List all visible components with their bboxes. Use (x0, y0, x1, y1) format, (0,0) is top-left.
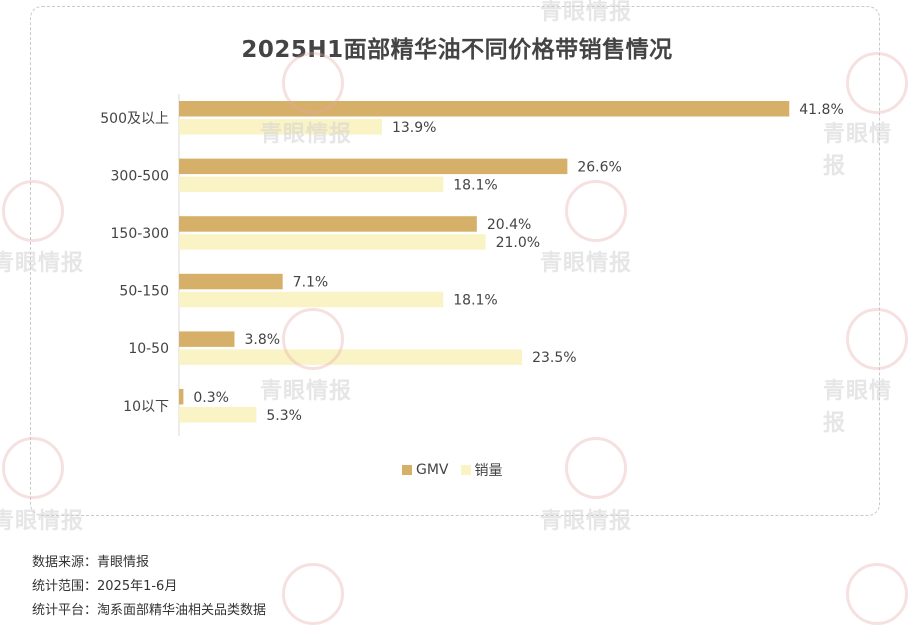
legend-item-volume: 销量 (460, 460, 503, 480)
bar-value-label: 18.1% (453, 293, 497, 309)
legend-swatch-gmv (402, 465, 412, 475)
bar-value-label: 20.4% (487, 217, 531, 233)
bar-value-label: 18.1% (453, 177, 497, 193)
bar-volume (179, 407, 257, 423)
bar-value-label: 41.8% (799, 102, 843, 118)
bar-volume (179, 349, 523, 365)
chart-title: 2025H1面部精华油不同价格带销售情况 (241, 37, 673, 63)
bar-volume (179, 176, 444, 193)
bar-value-label: 5.3% (266, 408, 302, 424)
bar-value-label: 23.5% (532, 350, 576, 366)
legend-label-gmv: GMV (416, 462, 449, 478)
legend-item-gmv: GMV (402, 462, 449, 478)
bar-volume (179, 234, 486, 250)
bar-value-label: 0.3% (193, 390, 229, 406)
source-notes: 数据来源：青眼情报 统计范围：2025年1-6月 统计平台：淘系面部精华油相关品… (32, 551, 266, 623)
category-label: 10以下 (123, 399, 169, 415)
bar-gmv (179, 158, 568, 175)
bar-value-label: 21.0% (496, 235, 540, 251)
bar-value-label: 7.1% (293, 275, 329, 291)
note-platform: 统计平台：淘系面部精华油相关品类数据 (32, 603, 267, 618)
chart-legend: GMV 销量 (402, 460, 515, 480)
category-label: 300-500 (111, 168, 170, 184)
category-label: 500及以上 (100, 111, 169, 127)
bar-value-label: 13.9% (392, 120, 436, 136)
chart-frame (30, 6, 880, 516)
bar-gmv (179, 389, 184, 405)
bar-gmv (179, 101, 790, 117)
bar-volume (179, 291, 444, 308)
category-label: 10-50 (128, 341, 169, 357)
bar-gmv (179, 331, 235, 347)
category-label: 150-300 (111, 226, 170, 242)
bar-value-label: 26.6% (577, 159, 621, 175)
legend-swatch-volume (460, 465, 471, 475)
bar-value-label: 3.8% (244, 332, 280, 348)
bar-volume (179, 119, 382, 135)
bar-gmv (179, 273, 283, 290)
legend-label-volume: 销量 (474, 463, 503, 479)
bar-gmv (179, 216, 477, 232)
note-range: 统计范围：2025年1-6月 (32, 579, 178, 594)
category-label: 50-150 (119, 284, 169, 300)
note-source: 数据来源：青眼情报 (32, 555, 150, 570)
